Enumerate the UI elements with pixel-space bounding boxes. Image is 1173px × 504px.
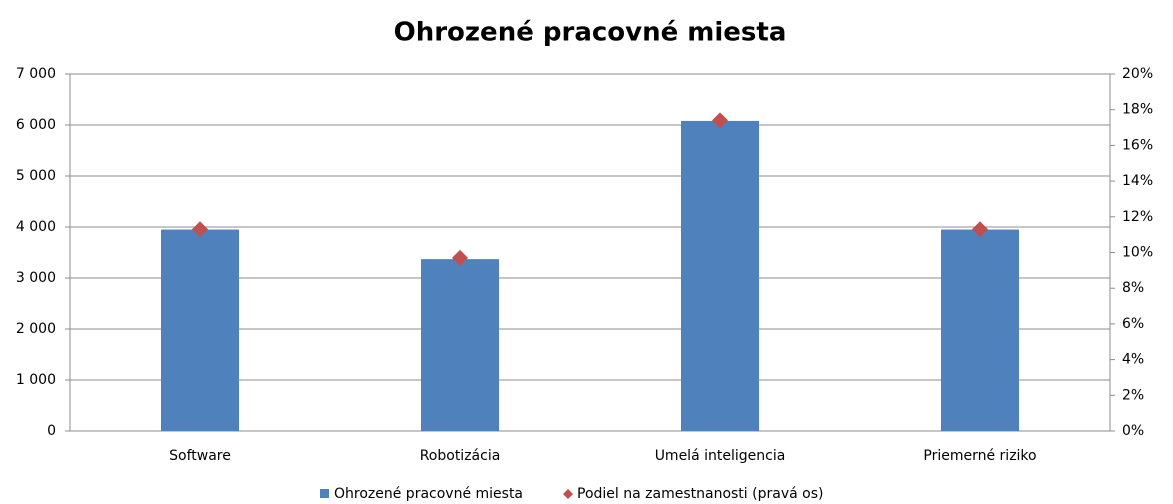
x-tick-label: Robotizácia xyxy=(420,448,501,464)
x-tick-label: Software xyxy=(169,448,231,464)
y2-tick-label: 20% xyxy=(1122,66,1153,82)
y2-tick-label: 2% xyxy=(1122,387,1144,403)
marker xyxy=(192,221,208,238)
x-tick-label: Priemerné riziko xyxy=(923,448,1036,464)
bar xyxy=(421,259,499,431)
y2-tick-label: 8% xyxy=(1122,280,1144,296)
y2-tick-label: 6% xyxy=(1122,316,1144,332)
y-tick-label: 0 xyxy=(47,423,56,439)
marker xyxy=(972,221,988,238)
y-tick-label: 1 000 xyxy=(16,372,56,388)
y2-tick-label: 12% xyxy=(1122,209,1153,225)
y2-tick-label: 16% xyxy=(1122,137,1153,153)
y2-tick-label: 0% xyxy=(1122,423,1144,439)
y-tick-label: 4 000 xyxy=(16,219,56,235)
y-tick-label: 6 000 xyxy=(16,117,56,133)
bar xyxy=(161,229,239,431)
y-tick-label: 7 000 xyxy=(16,66,56,82)
y-tick-label: 3 000 xyxy=(16,270,56,286)
bar xyxy=(681,120,759,432)
legend-swatch xyxy=(320,489,329,498)
legend-label: Podiel na zamestnanosti (pravá os) xyxy=(577,486,823,502)
marker xyxy=(452,249,468,266)
y-tick-label: 2 000 xyxy=(16,321,56,337)
y2-tick-label: 4% xyxy=(1122,352,1144,368)
y2-tick-label: 18% xyxy=(1122,102,1153,118)
legend-label: Ohrozené pracovné miesta xyxy=(334,486,523,502)
y-tick-label: 5 000 xyxy=(16,168,56,184)
legend-swatch xyxy=(563,489,574,499)
x-tick-label: Umelá inteligencia xyxy=(655,448,786,464)
marker xyxy=(712,112,728,129)
y2-tick-label: 14% xyxy=(1122,173,1153,189)
bar xyxy=(941,229,1019,431)
chart-title: Ohrozené pracovné miesta xyxy=(394,18,787,48)
y2-tick-label: 10% xyxy=(1122,245,1153,261)
